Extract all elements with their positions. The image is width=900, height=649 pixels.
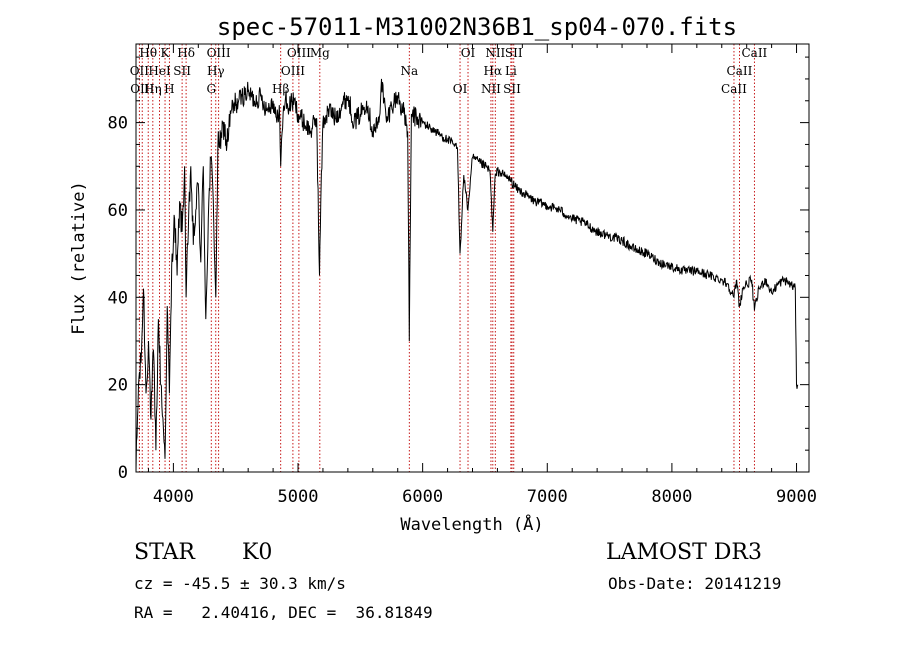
object-subclass: K0 bbox=[242, 540, 273, 565]
y-axis-label: Flux (relative) bbox=[69, 181, 89, 335]
line-label: Hβ bbox=[272, 82, 289, 96]
coordinates: RA = 2.40416, DEC = 36.81849 bbox=[134, 603, 433, 622]
y-tick-label: 40 bbox=[108, 288, 128, 308]
line-label: OIII bbox=[281, 64, 305, 78]
y-tick-label: 80 bbox=[108, 114, 128, 134]
x-tick-label: 8000 bbox=[651, 487, 692, 507]
y-tick-label: 0 bbox=[118, 463, 128, 483]
x-axis-label: Wavelength (Å) bbox=[400, 513, 543, 535]
line-label: OIII bbox=[287, 46, 311, 60]
line-label: Na bbox=[400, 64, 418, 78]
line-label: CaII bbox=[721, 82, 747, 96]
line-label: H bbox=[164, 82, 174, 96]
line-label: OI bbox=[461, 46, 476, 60]
object-class: STAR bbox=[134, 540, 195, 565]
line-label: OI bbox=[453, 82, 468, 96]
line-label: OIII bbox=[207, 46, 231, 60]
line-label: NII bbox=[485, 46, 505, 60]
line-label: HeI bbox=[148, 64, 171, 78]
line-label: G bbox=[206, 82, 216, 96]
line-label: SII bbox=[173, 64, 191, 78]
line-label: Mg bbox=[310, 46, 330, 60]
x-tick-label: 7000 bbox=[527, 487, 568, 507]
line-labels: Hθ OII OIII K HeI Hη Hδ SII H OIII Hγ G OIII OIII Hβ Mg… bbox=[130, 46, 768, 96]
line-label: SII bbox=[505, 46, 523, 60]
x-tick-label: 9000 bbox=[776, 487, 817, 507]
line-label: Hη bbox=[144, 82, 162, 96]
series-line-flux bbox=[135, 78, 799, 473]
axis-ticks: 4000 5000 6000 7000 8000 9000 0 20 40 60 80 bbox=[108, 44, 817, 507]
line-label: Li bbox=[505, 64, 517, 78]
line-label: Hθ bbox=[139, 46, 157, 60]
line-label: Hδ bbox=[177, 46, 195, 60]
obs-date: Obs-Date: 20141219 bbox=[608, 574, 782, 593]
redshift-info: cz = -45.5 ± 30.3 km/s bbox=[134, 574, 346, 593]
spectrum-series bbox=[135, 78, 799, 473]
x-tick-label: 6000 bbox=[402, 487, 443, 507]
survey-name: LAMOST DR3 bbox=[606, 540, 762, 565]
y-tick-label: 20 bbox=[108, 376, 128, 396]
line-label: CaII bbox=[727, 64, 753, 78]
line-label: OII bbox=[130, 64, 150, 78]
line-label: OIII bbox=[130, 82, 154, 96]
line-label: K bbox=[161, 46, 171, 60]
line-label: CaII bbox=[741, 46, 767, 60]
line-label: Hα bbox=[484, 64, 503, 78]
line-label: NII bbox=[481, 82, 501, 96]
chart-title: spec-57011-M31002N36B1_sp04-070.fits bbox=[217, 13, 737, 41]
line-label: SII bbox=[503, 82, 521, 96]
x-tick-label: 5000 bbox=[278, 487, 319, 507]
x-tick-label: 4000 bbox=[153, 487, 194, 507]
line-label: Hγ bbox=[207, 64, 225, 78]
y-tick-label: 60 bbox=[108, 201, 128, 221]
